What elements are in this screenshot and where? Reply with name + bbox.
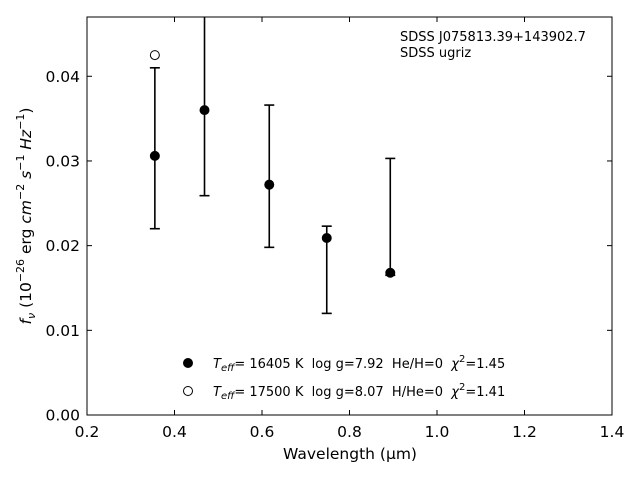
x-tick-label: 1.2: [512, 423, 537, 441]
x-tick-label: 1.4: [600, 423, 625, 441]
x-tick-label: 1.0: [425, 423, 450, 441]
model-point-filled: [321, 233, 332, 244]
y-axis: 0.00 0.01 0.02 0.03 0.04: [45, 68, 612, 425]
filter-system-annotation: SDSS ugriz: [400, 46, 471, 61]
y-tick-label: 0.01: [45, 322, 80, 340]
x-tick-label: 0.8: [337, 423, 362, 441]
x-axis-label: Wavelength (μm): [283, 445, 417, 463]
model-point-filled: [149, 150, 160, 161]
object-name-annotation: SDSS J075813.39+143902.7: [400, 30, 586, 45]
y-tick-label: 0.02: [45, 237, 80, 255]
legend-entry-2: Teff= 17500 K log g=8.07 H/He=0 χ2=1.41: [213, 382, 505, 402]
legend-marker-filled: [183, 358, 193, 368]
x-tick-label: 0.4: [162, 423, 187, 441]
legend-entry-1: Teff= 16405 K log g=7.92 He/H=0 χ2=1.45: [213, 354, 505, 374]
model-point-filled: [264, 179, 275, 190]
legend-marker-open: [183, 386, 193, 396]
y-tick-label: 0.04: [45, 68, 80, 86]
data-points: [149, 50, 396, 278]
y-tick-label: 0.00: [45, 407, 80, 425]
y-tick-label: 0.03: [45, 152, 80, 170]
x-axis: 0.2 0.4 0.6 0.8 1.0 1.2 1.4: [75, 17, 625, 441]
x-tick-label: 0.2: [75, 423, 100, 441]
y-axis-label: fν (10−26 erg cm−2 s−1 Hz−1): [14, 108, 38, 325]
x-tick-label: 0.6: [250, 423, 275, 441]
legend: Teff= 16405 K log g=7.92 He/H=0 χ2=1.45 …: [183, 354, 505, 402]
model-point-filled: [385, 267, 396, 278]
model-point-filled: [199, 105, 210, 116]
model-point-open: [149, 50, 160, 61]
plot-frame: [86, 16, 613, 416]
